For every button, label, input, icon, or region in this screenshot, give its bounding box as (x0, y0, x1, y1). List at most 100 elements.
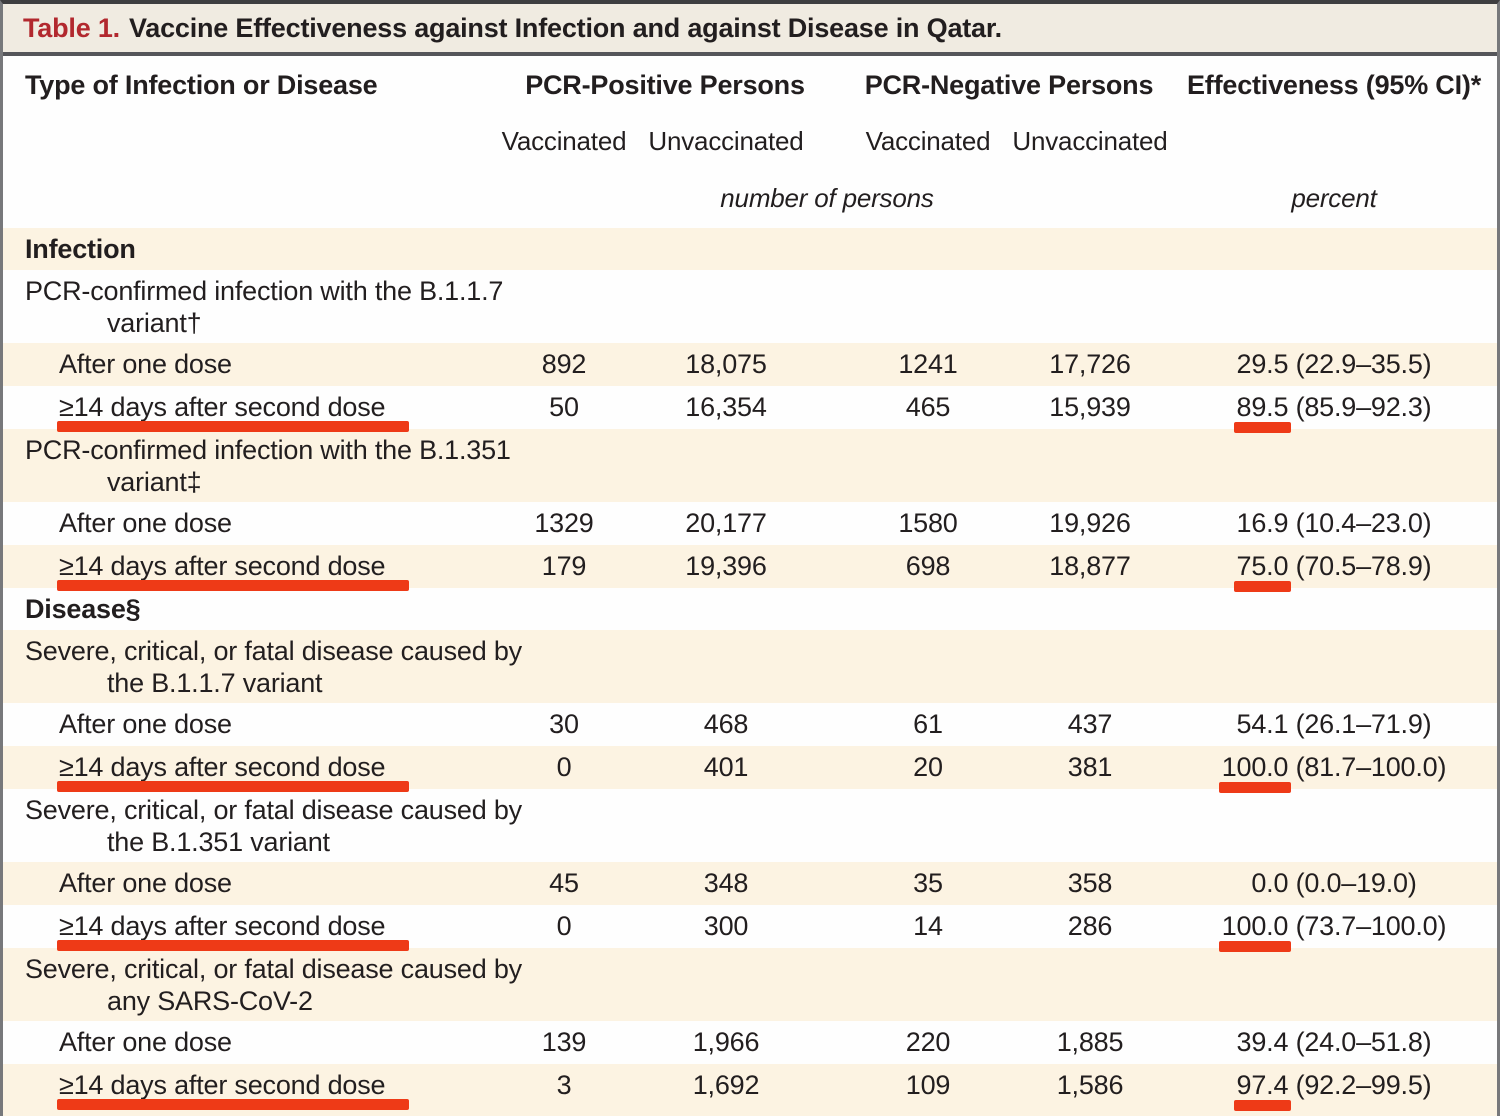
effectiveness-confidence-interval: (22.9–35.5) (1288, 349, 1432, 379)
value-pcr-negative-unvaccinated: 19,926 (1049, 508, 1131, 538)
effectiveness-point-estimate: 54.1 (1236, 709, 1289, 739)
effectiveness-value: 39.4 (24.0–51.8) (1171, 1027, 1497, 1058)
header-row-groups: Type of Infection or Disease PCR-Positiv… (3, 56, 1497, 114)
table-row-data: ≥14 days after second dose 0 401 20 381 100.0… (3, 746, 1497, 793)
value-pcr-negative-vaccinated: 61 (913, 709, 943, 739)
effectiveness-point-estimate-underlined: 100.0 (1218, 752, 1291, 793)
effectiveness-confidence-interval: (81.7–100.0) (1288, 752, 1447, 782)
row-label: ≥14 days after second dose (3, 1070, 483, 1110)
table-body: Infection PCR-confirmed infection with th… (3, 228, 1497, 1111)
effectiveness-confidence-interval: (10.4–23.0) (1288, 508, 1432, 538)
effectiveness-confidence-interval: (92.2–99.5) (1288, 1070, 1432, 1100)
value-pcr-positive-unvaccinated: 20,177 (685, 508, 767, 538)
value-pcr-positive-vaccinated: 50 (549, 392, 579, 422)
value-pcr-positive-vaccinated: 892 (541, 349, 587, 379)
value-pcr-positive-unvaccinated: 16,354 (685, 392, 767, 422)
table-row-data: After one dose 139 1,966 220 1,885 39.4 (24.0… (3, 1021, 1497, 1064)
value-pcr-negative-unvaccinated: 17,726 (1049, 349, 1131, 379)
row-label-line2: variant‡ (107, 466, 202, 497)
value-pcr-positive-vaccinated: 30 (549, 709, 579, 739)
row-label-line1: PCR-confirmed infection with the B.1.351 (25, 434, 511, 465)
row-label: ≥14 days after second dose (3, 551, 483, 591)
effectiveness-confidence-interval: (70.5–78.9) (1288, 551, 1432, 581)
effectiveness-value: 97.4 (92.2–99.5) (1171, 1070, 1497, 1111)
value-pcr-positive-unvaccinated: 401 (703, 752, 749, 782)
table-row-label: Severe, critical, or fatal disease cause… (3, 789, 1497, 862)
value-pcr-positive-unvaccinated: 468 (703, 709, 749, 739)
effectiveness-point-estimate-underlined: 75.0 (1233, 551, 1292, 592)
row-label: ≥14 days after second dose (3, 392, 483, 432)
effectiveness-value: 54.1 (26.1–71.9) (1171, 709, 1497, 740)
value-pcr-negative-vaccinated: 220 (905, 1027, 951, 1057)
subcolumn-vaccinated-positive: Vaccinated (501, 125, 627, 156)
value-pcr-positive-vaccinated: 1329 (534, 508, 594, 538)
effectiveness-point-estimate: 29.5 (1236, 349, 1289, 379)
row-label: After one dose (3, 349, 483, 380)
subcolumn-vaccinated-negative: Vaccinated (865, 125, 991, 156)
value-pcr-negative-vaccinated: 698 (905, 551, 951, 581)
row-label-text: After one dose (59, 709, 232, 739)
row-label-text-underlined: ≥14 days after second dose (56, 911, 410, 951)
row-label-line2: any SARS-CoV-2 (107, 985, 313, 1016)
column-header-type: Type of Infection or Disease (25, 69, 378, 100)
row-label: ≥14 days after second dose (3, 752, 483, 792)
value-pcr-positive-vaccinated: 0 (556, 911, 572, 941)
row-label-text: After one dose (59, 349, 232, 379)
table-row-data: After one dose 30 468 61 437 54.1 (26.1–71.9) (3, 703, 1497, 746)
value-pcr-negative-unvaccinated: 286 (1067, 911, 1113, 941)
table-row-data: ≥14 days after second dose 179 19,396 698 18… (3, 545, 1497, 592)
value-pcr-negative-vaccinated: 14 (913, 911, 943, 941)
row-label-text-underlined: ≥14 days after second dose (56, 551, 410, 591)
effectiveness-point-estimate-underlined: 100.0 (1218, 911, 1291, 952)
row-label-line1: Severe, critical, or fatal disease cause… (25, 635, 522, 666)
effectiveness-value: 100.0 (81.7–100.0) (1171, 752, 1497, 793)
table-row-label: PCR-confirmed infection with the B.1.351… (3, 429, 1497, 502)
row-label-text-underlined: ≥14 days after second dose (56, 752, 410, 792)
effectiveness-value: 0.0 (0.0–19.0) (1171, 868, 1497, 899)
value-pcr-positive-vaccinated: 139 (541, 1027, 587, 1057)
effectiveness-value: 89.5 (85.9–92.3) (1171, 392, 1497, 433)
row-label-text-underlined: ≥14 days after second dose (56, 392, 410, 432)
table-row-section: Disease§ (3, 588, 1497, 630)
unit-label-persons: number of persons (720, 182, 934, 213)
row-label-wrapped: Severe, critical, or fatal disease cause… (3, 794, 1497, 858)
value-pcr-negative-vaccinated: 1241 (898, 349, 958, 379)
row-label: After one dose (3, 508, 483, 539)
row-label-line1: Severe, critical, or fatal disease cause… (25, 794, 522, 825)
unit-label-percent: percent (1291, 182, 1377, 213)
row-label-line2: the B.1.351 variant (107, 826, 330, 857)
value-pcr-positive-unvaccinated: 300 (703, 911, 749, 941)
column-group-pcr-positive: PCR-Positive Persons (525, 69, 805, 100)
table-row-data: After one dose 1329 20,177 1580 19,926 16.9 (… (3, 502, 1497, 545)
row-label-line1: PCR-confirmed infection with the B.1.1.7 (25, 275, 504, 306)
effectiveness-confidence-interval: (24.0–51.8) (1288, 1027, 1432, 1057)
column-header-effectiveness: Effectiveness (95% CI)* (1186, 69, 1482, 100)
value-pcr-negative-vaccinated: 1580 (898, 508, 958, 538)
row-label-line2: variant† (107, 307, 202, 338)
row-label: After one dose (3, 709, 483, 740)
value-pcr-negative-vaccinated: 465 (905, 392, 951, 422)
effectiveness-value: 16.9 (10.4–23.0) (1171, 508, 1497, 539)
row-label-wrapped: Severe, critical, or fatal disease cause… (3, 953, 1497, 1017)
effectiveness-point-estimate: 16.9 (1236, 508, 1289, 538)
row-label-wrapped: PCR-confirmed infection with the B.1.351… (3, 434, 1497, 498)
value-pcr-negative-unvaccinated: 18,877 (1049, 551, 1131, 581)
table-row-label: Severe, critical, or fatal disease cause… (3, 948, 1497, 1021)
value-pcr-negative-vaccinated: 35 (913, 868, 943, 898)
value-pcr-negative-unvaccinated: 381 (1067, 752, 1113, 782)
value-pcr-negative-unvaccinated: 1,586 (1056, 1070, 1124, 1100)
effectiveness-point-estimate: 39.4 (1236, 1027, 1289, 1057)
value-pcr-positive-unvaccinated: 348 (703, 868, 749, 898)
value-pcr-negative-unvaccinated: 437 (1067, 709, 1113, 739)
table-number: Table 1. (23, 12, 120, 43)
row-label-text-underlined: ≥14 days after second dose (56, 1070, 410, 1110)
value-pcr-positive-unvaccinated: 18,075 (685, 349, 767, 379)
effectiveness-value: 75.0 (70.5–78.9) (1171, 551, 1497, 592)
value-pcr-positive-unvaccinated: 1,966 (692, 1027, 760, 1057)
effectiveness-confidence-interval: (0.0–19.0) (1288, 868, 1417, 898)
section-heading: Infection (25, 233, 136, 264)
value-pcr-negative-vaccinated: 20 (913, 752, 943, 782)
section-heading: Disease§ (25, 593, 141, 624)
table-title-bar: Table 1. Vaccine Effectiveness against I… (3, 4, 1497, 56)
effectiveness-confidence-interval: (73.7–100.0) (1288, 911, 1447, 941)
